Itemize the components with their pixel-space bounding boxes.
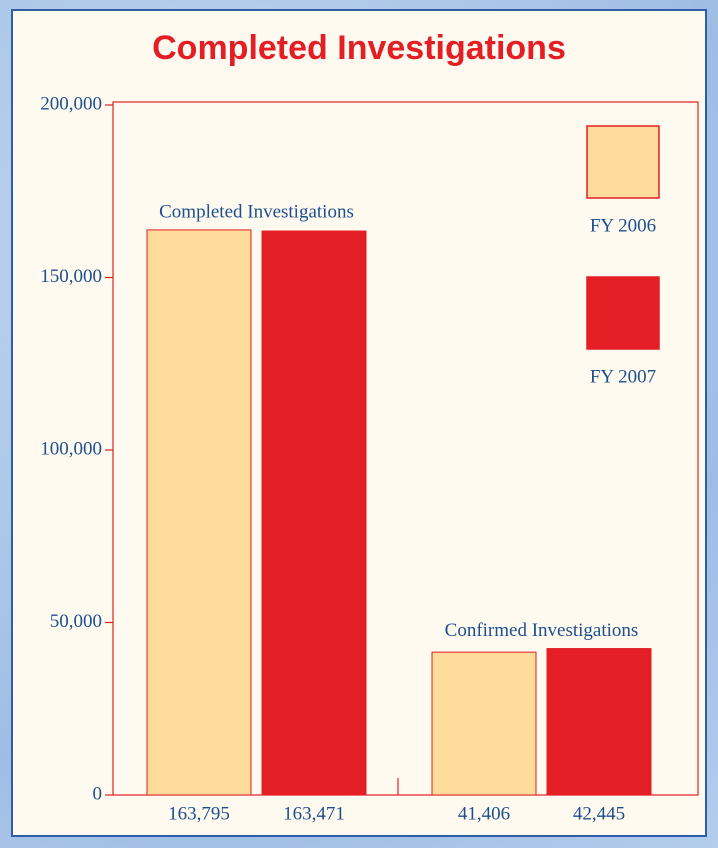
y-tick-label: 100,000 [40,438,102,459]
y-tick-label: 0 [93,783,103,804]
bar [546,648,652,796]
value-label: 163,471 [283,803,345,824]
plot-frame [112,101,699,796]
group-label: Confirmed Investigations [445,620,639,641]
value-label: 41,406 [458,803,510,824]
value-label: 163,795 [168,803,230,824]
chart-title: Completed Investigations [152,29,566,67]
legend-label: FY 2007 [590,366,656,387]
legend-swatch [586,276,660,350]
y-tick-label: 200,000 [40,93,102,114]
bar [431,651,537,796]
group-label: Completed Investigations [159,201,354,222]
legend-swatch [586,125,660,199]
legend-label: FY 2006 [590,215,656,236]
y-tick-label: 150,000 [40,266,102,287]
y-tick-label: 50,000 [50,611,102,632]
value-label: 42,445 [573,803,625,824]
bar [146,229,252,796]
bar [261,230,367,796]
